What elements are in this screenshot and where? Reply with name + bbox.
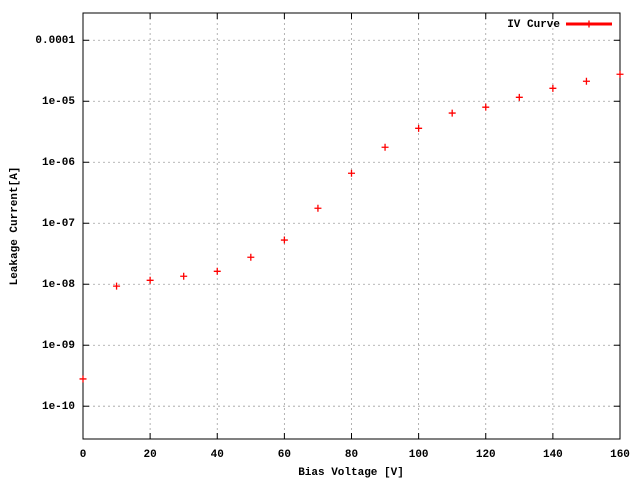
data-point <box>348 169 355 177</box>
x-tick-label: 20 <box>144 449 157 461</box>
x-tick-label: 40 <box>211 449 224 461</box>
y-tick-label: 1e-08 <box>42 279 75 291</box>
x-tick-label: 100 <box>409 449 429 461</box>
data-point <box>415 124 423 132</box>
y-tick-label: 1e-09 <box>42 340 75 352</box>
y-tick-label: 1e-10 <box>42 401 75 413</box>
legend-marker <box>585 20 593 28</box>
x-tick-label: 80 <box>345 449 358 461</box>
plot-border <box>82 12 621 440</box>
y-axis-label: Leakage Current[A] <box>9 167 21 286</box>
legend-label: IV Curve <box>507 19 560 31</box>
y-tick-label: 1e-07 <box>42 218 75 230</box>
y-tick-label: 0.0001 <box>35 35 75 47</box>
x-tick-label: 140 <box>543 449 563 461</box>
y-tick-label: 1e-06 <box>42 157 75 169</box>
x-axis-label: Bias Voltage [V] <box>298 467 404 479</box>
data-point <box>146 276 154 284</box>
x-tick-label: 160 <box>610 449 630 461</box>
x-tick-label: 0 <box>80 449 87 461</box>
data-point <box>582 77 590 85</box>
data-point <box>448 109 456 117</box>
data-point <box>549 84 557 92</box>
data-point <box>482 103 490 111</box>
data-point <box>113 282 121 290</box>
data-point <box>213 267 221 275</box>
data-point <box>515 93 523 101</box>
x-tick-label: 120 <box>476 449 496 461</box>
data-point <box>247 253 255 261</box>
data-point <box>381 143 389 151</box>
data-point <box>616 70 624 78</box>
y-tick-label: 1e-05 <box>42 96 75 108</box>
x-tick-label: 60 <box>278 449 291 461</box>
data-point <box>280 236 288 244</box>
data-point <box>180 272 188 280</box>
data-point <box>314 204 322 212</box>
data-point <box>79 375 87 383</box>
